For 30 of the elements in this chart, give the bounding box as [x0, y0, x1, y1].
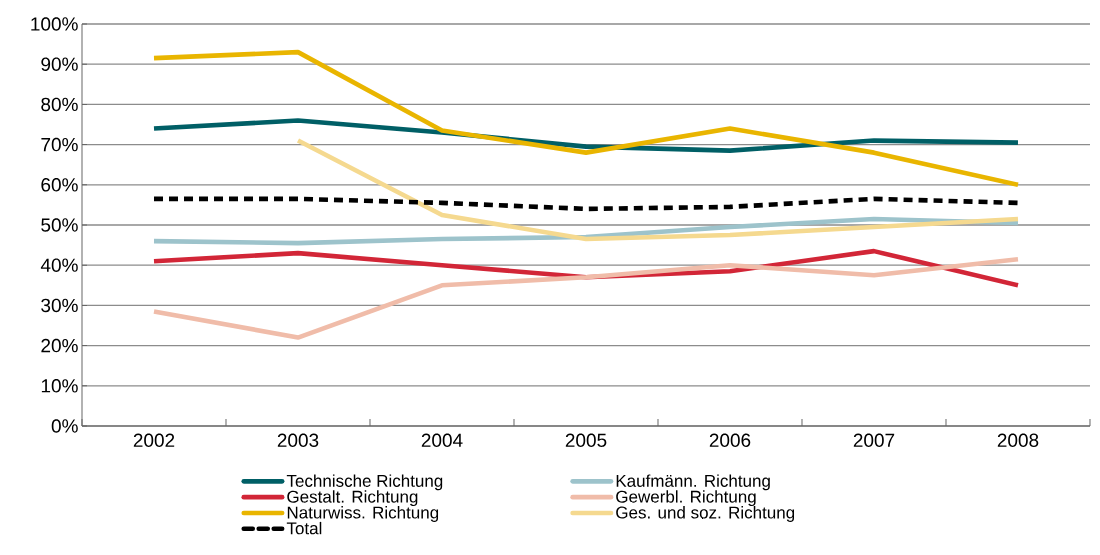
- line-series: [151, 256, 1021, 340]
- line-series: [295, 138, 1021, 242]
- legend-label: Technische Richtung: [286, 474, 443, 491]
- line-series: [151, 196, 1021, 212]
- x-tick-label: 2006: [709, 433, 751, 447]
- legend-label: Ges. und soz. Richtung: [616, 506, 795, 522]
- y-tick-label: 30%: [41, 298, 78, 313]
- y-tick-label: 50%: [41, 218, 78, 232]
- y-tick-label: 70%: [41, 137, 78, 152]
- legend-label: Naturwiss. Richtung: [287, 506, 439, 522]
- x-tick-label: 2007: [853, 433, 895, 447]
- y-tick-label: 90%: [41, 57, 78, 71]
- legend-label: Total: [286, 521, 322, 535]
- y-tick-label: 0%: [51, 419, 78, 433]
- x-tick-label: 2002: [133, 433, 175, 447]
- y-tick-label: 80%: [41, 97, 78, 112]
- legend-label: Gestalt. Richtung: [287, 490, 418, 507]
- x-tick-label: 2003: [277, 433, 319, 447]
- x-tick-label: 2008: [997, 433, 1039, 447]
- y-tick-label: 40%: [40, 258, 78, 272]
- line-series: [151, 216, 1021, 246]
- y-tick-label: 60%: [41, 178, 78, 192]
- y-tick-label: 10%: [41, 379, 78, 393]
- legend-label: Kaufmänn. Richtung: [616, 474, 770, 491]
- legend-label: Gewerbl. Richtung: [616, 490, 756, 507]
- line-series: [151, 49, 1021, 188]
- x-tick-label: 2004: [421, 433, 463, 447]
- x-tick-label: 2005: [565, 433, 607, 447]
- y-tick-label: 100%: [31, 17, 78, 31]
- y-tick-label: 20%: [41, 338, 78, 353]
